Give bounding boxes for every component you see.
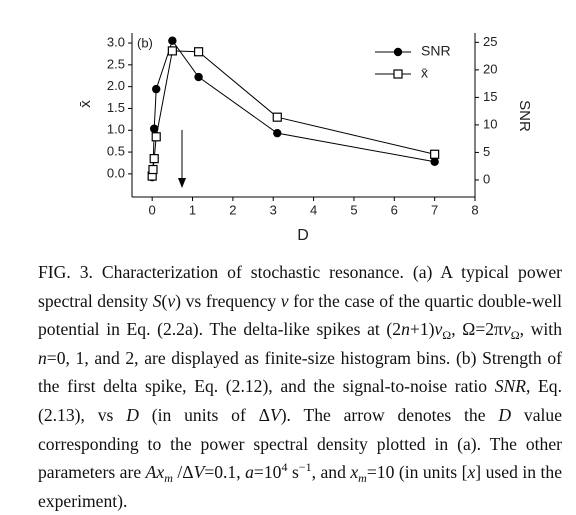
caption-text: FIG. 3. Characterization of stochastic r… bbox=[38, 262, 562, 311]
marker bbox=[194, 72, 203, 82]
legend-label: SNR bbox=[421, 43, 451, 59]
y-tick-label: 2.5 bbox=[107, 56, 125, 71]
caption-text: value corresponding to the power spectra… bbox=[38, 404, 562, 483]
x-tick-label: 0 bbox=[149, 202, 156, 217]
caption-text: for the case of the quartic double-well … bbox=[38, 290, 562, 340]
arrow-head bbox=[178, 178, 186, 188]
y2-tick-label: 20 bbox=[483, 61, 497, 76]
caption-text: ν bbox=[167, 290, 176, 311]
legend-label: x̄ bbox=[421, 65, 428, 81]
x-tick-label: 6 bbox=[391, 202, 398, 217]
marker bbox=[168, 36, 177, 45]
caption-text: D bbox=[126, 404, 139, 425]
caption-text: V bbox=[193, 462, 205, 483]
caption-text: m bbox=[358, 471, 367, 486]
y-tick-label: 1.0 bbox=[107, 122, 125, 137]
caption-text: =10 (in units [ bbox=[366, 462, 468, 483]
y2-tick-label: 0 bbox=[483, 171, 490, 186]
marker bbox=[151, 132, 161, 142]
x-tick-label: 7 bbox=[431, 202, 438, 217]
caption-text: n bbox=[401, 319, 410, 340]
caption-text: Ω bbox=[442, 328, 452, 343]
caption-text: =0.1, bbox=[204, 462, 246, 483]
y2-tick-label: 15 bbox=[483, 89, 497, 104]
marker bbox=[152, 84, 161, 94]
caption-text: , Ω=2π bbox=[451, 319, 503, 340]
caption-text: , with bbox=[519, 319, 562, 340]
marker bbox=[149, 154, 159, 164]
series-line bbox=[151, 50, 435, 177]
caption-text: S bbox=[152, 290, 162, 311]
x-tick-label: 3 bbox=[270, 202, 277, 217]
caption-text: 4 bbox=[281, 460, 288, 475]
caption-text: /Δ bbox=[172, 462, 194, 483]
marker bbox=[272, 112, 282, 122]
caption-text: , and bbox=[311, 462, 351, 483]
y-tick-label: 3.0 bbox=[107, 34, 125, 49]
y-axis-label: x̄ bbox=[77, 100, 94, 108]
caption-text: a bbox=[245, 462, 254, 483]
marker bbox=[393, 47, 403, 57]
x-tick-label: 1 bbox=[189, 202, 196, 217]
marker bbox=[393, 69, 403, 79]
marker bbox=[149, 124, 159, 133]
y2-tick-label: 25 bbox=[483, 34, 497, 49]
caption: FIG. 3. Characterization of stochastic r… bbox=[38, 258, 562, 515]
caption-text: Ω bbox=[510, 328, 520, 343]
series-line bbox=[151, 39, 435, 178]
x-tick-label: 8 bbox=[471, 202, 478, 217]
caption-text: , Eq. (2.13), vs bbox=[38, 376, 562, 425]
marker bbox=[430, 157, 439, 166]
y2-axis-label: SNR bbox=[516, 100, 533, 132]
marker bbox=[193, 47, 204, 57]
marker bbox=[167, 46, 177, 56]
caption-text: ν bbox=[280, 290, 289, 311]
caption-text: −1 bbox=[298, 460, 312, 475]
x-tick-label: 2 bbox=[229, 202, 236, 217]
caption-text: ] used in the experiment). bbox=[38, 462, 563, 511]
caption-text: +1) bbox=[409, 319, 435, 340]
x-axis-label: D bbox=[297, 227, 309, 244]
y2-tick-label: 10 bbox=[483, 116, 497, 131]
caption-text: n bbox=[38, 347, 47, 368]
caption-text: =0, 1, and 2, are displayed as finite-si… bbox=[38, 347, 562, 397]
y2-tick-label: 5 bbox=[483, 144, 490, 159]
y-tick-label: 0.5 bbox=[107, 144, 125, 159]
caption-text: ). The arrow denotes the bbox=[280, 404, 499, 425]
caption-text: ν bbox=[502, 319, 511, 340]
caption-text: V bbox=[269, 404, 281, 425]
x-tick-label: 4 bbox=[310, 202, 317, 217]
annotation: (b) bbox=[137, 35, 153, 50]
caption-text: SNR bbox=[494, 376, 526, 397]
caption-text: ( bbox=[161, 290, 168, 311]
caption-text: D bbox=[498, 404, 512, 425]
y-tick-label: 2.0 bbox=[107, 78, 125, 93]
marker bbox=[273, 128, 282, 138]
marker bbox=[430, 149, 440, 159]
caption-text: =10 bbox=[253, 462, 282, 483]
caption-text: m bbox=[164, 471, 173, 486]
caption-text: ν bbox=[434, 319, 443, 340]
x-tick-label: 5 bbox=[350, 202, 357, 217]
caption-text: ) vs frequency bbox=[175, 290, 281, 311]
caption-text: x bbox=[350, 462, 359, 483]
caption-text: s bbox=[287, 462, 299, 483]
caption-text: (in units of Δ bbox=[138, 404, 270, 425]
caption-text: x bbox=[467, 462, 476, 483]
y-tick-label: 0.0 bbox=[107, 165, 125, 180]
y-tick-label: 1.5 bbox=[107, 100, 125, 115]
caption-text: Ax bbox=[145, 462, 165, 483]
chart: (b) D x̄ SNR 0 1 2 3 4 5 6 7 8 0.0 0.5 1.0 1.5 2.0 2.5… bbox=[77, 33, 533, 244]
marker bbox=[148, 164, 158, 175]
